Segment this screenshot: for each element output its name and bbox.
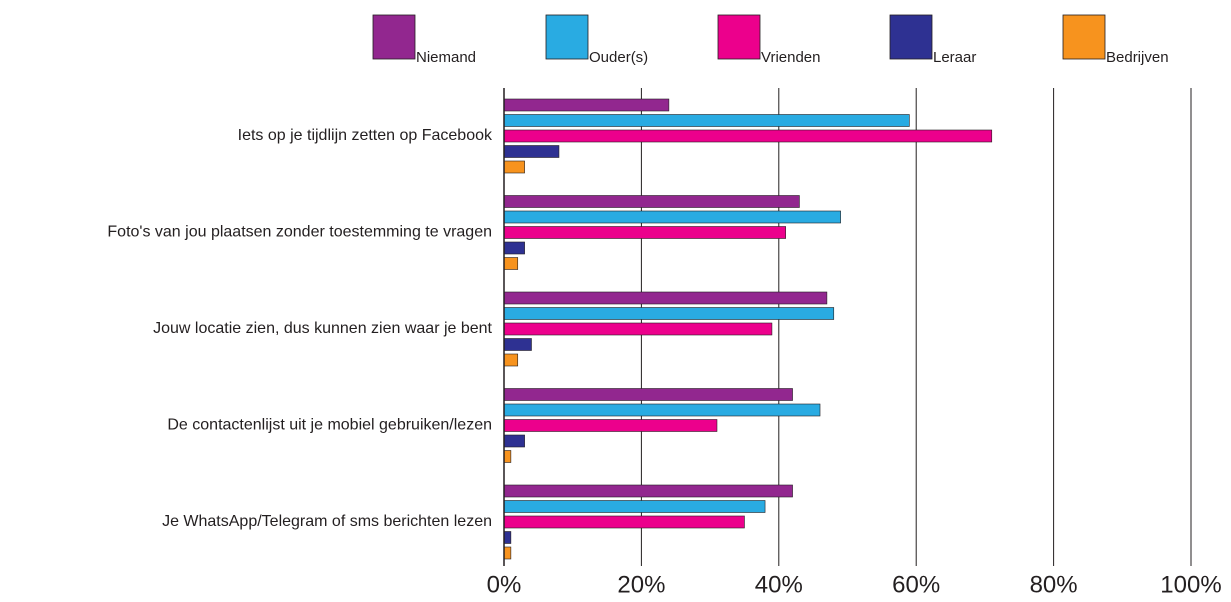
legend-swatch	[1062, 14, 1106, 60]
bar	[503, 195, 800, 208]
category-label: Iets op je tijdlijn zetten op Facebook	[238, 127, 493, 144]
bar	[503, 129, 993, 143]
bar	[503, 450, 512, 463]
legend-swatch	[372, 14, 416, 60]
bar	[503, 291, 828, 305]
bar	[503, 241, 525, 255]
x-tick-label: 40%	[755, 571, 803, 598]
bar	[503, 353, 519, 367]
bar	[503, 226, 786, 239]
legend-label: Bedrijven	[1106, 49, 1169, 66]
legend-label: Niemand	[416, 49, 476, 66]
bar	[503, 546, 512, 560]
bar	[503, 515, 745, 529]
bar	[503, 307, 835, 320]
legend-swatch	[889, 14, 933, 60]
category-label: Foto's van jou plaatsen zonder toestemmi…	[107, 224, 492, 241]
x-tick-label: 60%	[892, 571, 940, 598]
bar	[503, 98, 670, 112]
bar	[503, 338, 532, 351]
x-tick-label: 20%	[617, 571, 665, 598]
bar	[503, 531, 512, 544]
bar	[503, 500, 766, 513]
bar	[503, 114, 910, 127]
x-tick-label: 0%	[487, 571, 522, 598]
bar	[503, 145, 560, 158]
legend-swatch	[545, 14, 589, 60]
bar	[503, 484, 793, 498]
legend-label: Leraar	[933, 49, 976, 66]
category-label: Je WhatsApp/Telegram of sms berichten le…	[162, 513, 492, 530]
legend-label: Vrienden	[761, 49, 821, 66]
bar	[503, 388, 793, 401]
bar	[503, 322, 773, 336]
bar	[503, 403, 821, 417]
x-tick-label: 100%	[1160, 571, 1221, 598]
legend-label: Ouder(s)	[589, 49, 648, 66]
category-label: Jouw locatie zien, dus kunnen zien waar …	[153, 320, 492, 337]
legend-swatch	[717, 14, 761, 60]
bar	[503, 434, 525, 448]
category-label: De contactenlijst uit je mobiel gebruike…	[167, 417, 492, 434]
bar	[503, 210, 841, 224]
bar	[503, 160, 525, 174]
bar	[503, 257, 519, 270]
x-tick-label: 80%	[1030, 571, 1078, 598]
bar	[503, 419, 718, 432]
